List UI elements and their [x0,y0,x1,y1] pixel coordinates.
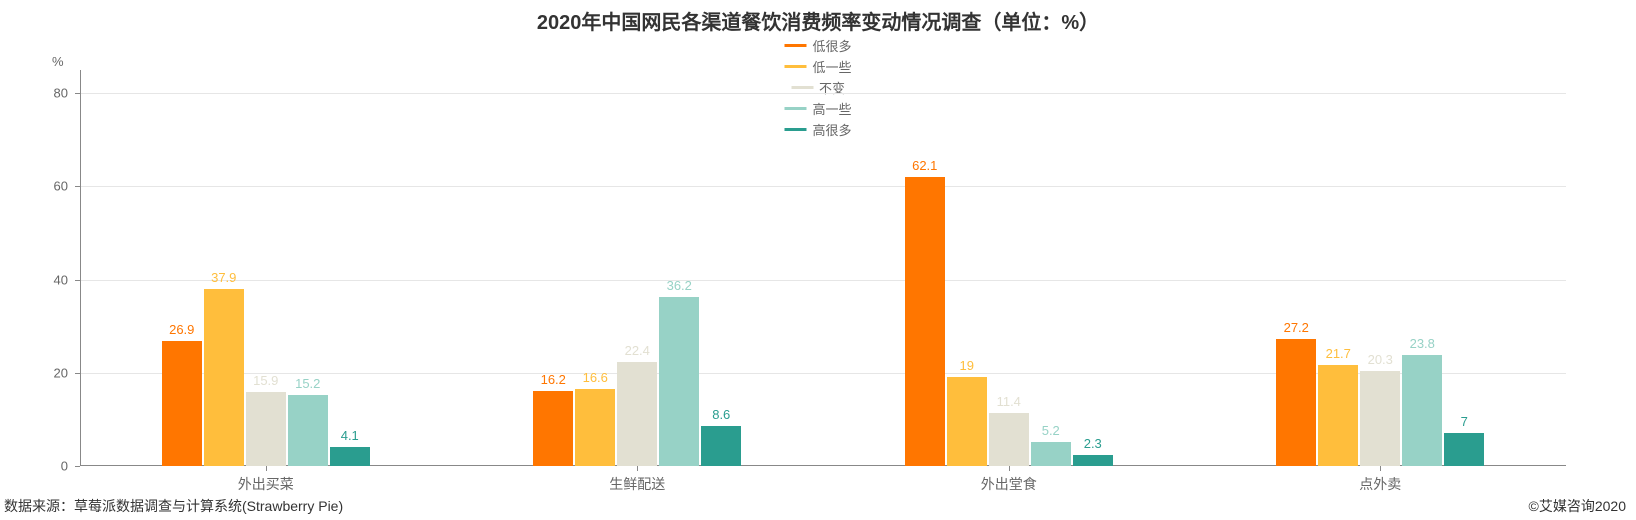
y-tick-label: 20 [54,365,68,380]
bar-column: 19 [947,70,987,466]
bar-value-label: 16.2 [541,372,566,387]
bar[interactable]: 23.8 [1402,355,1442,466]
bar-column: 2.3 [1073,70,1113,466]
bar[interactable]: 5.2 [1031,442,1071,466]
data-source: 数据来源：草莓派数据调查与计算系统(Strawberry Pie) [4,496,343,516]
category-label: 外出堂食 [823,474,1195,494]
bar-column: 22.4 [617,70,657,466]
bar-value-label: 22.4 [625,343,650,358]
x-tick-mark [266,466,267,471]
bar-value-label: 26.9 [169,322,194,337]
category-group: 26.937.915.915.24.1外出买菜 [80,70,452,466]
bar-value-label: 2.3 [1084,436,1102,451]
bar[interactable]: 20.3 [1360,371,1400,466]
legend-label: 低很多 [812,36,851,55]
bar[interactable]: 2.3 [1073,455,1113,466]
bar[interactable]: 37.9 [204,289,244,466]
bar[interactable]: 26.9 [162,341,202,466]
bar-column: 27.2 [1276,70,1316,466]
bar-value-label: 4.1 [341,428,359,443]
bars-row: 26.937.915.915.24.1 [117,70,414,466]
bar-value-label: 19 [960,358,974,373]
bar[interactable]: 11.4 [989,413,1029,466]
bar[interactable]: 15.2 [288,395,328,466]
bar-column: 20.3 [1360,70,1400,466]
category-label: 点外卖 [1195,474,1567,494]
bar[interactable]: 4.1 [330,447,370,466]
y-tick-label: 40 [54,272,68,287]
bar[interactable]: 62.1 [905,177,945,466]
copyright: ©艾媒咨询2020 [1529,496,1626,516]
bar[interactable]: 19 [947,377,987,466]
bar-value-label: 11.4 [997,394,1021,409]
bar-groups: 26.937.915.915.24.1外出买菜16.216.622.436.28… [80,70,1566,466]
legend-swatch [784,65,806,68]
category-group: 62.11911.45.22.3外出堂食 [823,70,1195,466]
bars-row: 62.11911.45.22.3 [860,70,1157,466]
bar[interactable]: 15.9 [246,392,286,466]
bar[interactable]: 16.2 [533,391,573,466]
bar[interactable]: 21.7 [1318,365,1358,466]
chart-container: 2020年中国网民各渠道餐饮消费频率变动情况调查（单位：%） 低很多低一些不变高… [0,0,1636,520]
bar[interactable]: 7 [1444,433,1484,466]
category-label: 生鲜配送 [452,474,824,494]
bar-column: 5.2 [1031,70,1071,466]
bar-value-label: 36.2 [667,278,692,293]
bar-value-label: 8.6 [712,407,730,422]
bar[interactable]: 27.2 [1276,339,1316,466]
category-group: 16.216.622.436.28.6生鲜配送 [452,70,824,466]
bar-value-label: 5.2 [1042,423,1060,438]
bar-value-label: 21.7 [1326,346,1351,361]
y-tick-label: 60 [54,179,68,194]
bars-row: 27.221.720.323.87 [1232,70,1529,466]
y-tick-mark [75,466,80,467]
x-tick-mark [637,466,638,471]
bar-value-label: 23.8 [1410,336,1435,351]
plot-area: % 020406080 26.937.915.915.24.1外出买菜16.21… [80,70,1566,466]
bar-column: 37.9 [204,70,244,466]
y-axis-name: % [52,54,64,69]
bar-column: 16.2 [533,70,573,466]
x-tick-mark [1380,466,1381,471]
category-label: 外出买菜 [80,474,452,494]
bar[interactable]: 36.2 [659,297,699,466]
bar-column: 15.2 [288,70,328,466]
bar-value-label: 16.6 [583,370,608,385]
bar-column: 26.9 [162,70,202,466]
bar-column: 62.1 [905,70,945,466]
bar-value-label: 15.9 [253,373,278,388]
bar-value-label: 20.3 [1368,352,1393,367]
bar-column: 15.9 [246,70,286,466]
category-group: 27.221.720.323.87点外卖 [1195,70,1567,466]
y-tick-label: 0 [61,459,68,474]
bar-value-label: 7 [1461,414,1468,429]
legend-swatch [784,44,806,47]
bar-value-label: 62.1 [912,158,937,173]
chart-title: 2020年中国网民各渠道餐饮消费频率变动情况调查（单位：%） [0,6,1636,35]
bar-column: 4.1 [330,70,370,466]
y-tick-label: 80 [54,86,68,101]
bar-column: 7 [1444,70,1484,466]
bar-column: 8.6 [701,70,741,466]
bar-column: 36.2 [659,70,699,466]
bar-column: 16.6 [575,70,615,466]
bar-value-label: 15.2 [295,376,320,391]
legend-item[interactable]: 低很多 [784,36,851,55]
bar-column: 11.4 [989,70,1029,466]
bar[interactable]: 8.6 [701,426,741,466]
bar-value-label: 37.9 [211,270,236,285]
bar-value-label: 27.2 [1284,320,1309,335]
bar[interactable]: 16.6 [575,389,615,466]
bar[interactable]: 22.4 [617,362,657,466]
bar-column: 21.7 [1318,70,1358,466]
x-tick-mark [1009,466,1010,471]
bars-row: 16.216.622.436.28.6 [489,70,786,466]
bar-column: 23.8 [1402,70,1442,466]
